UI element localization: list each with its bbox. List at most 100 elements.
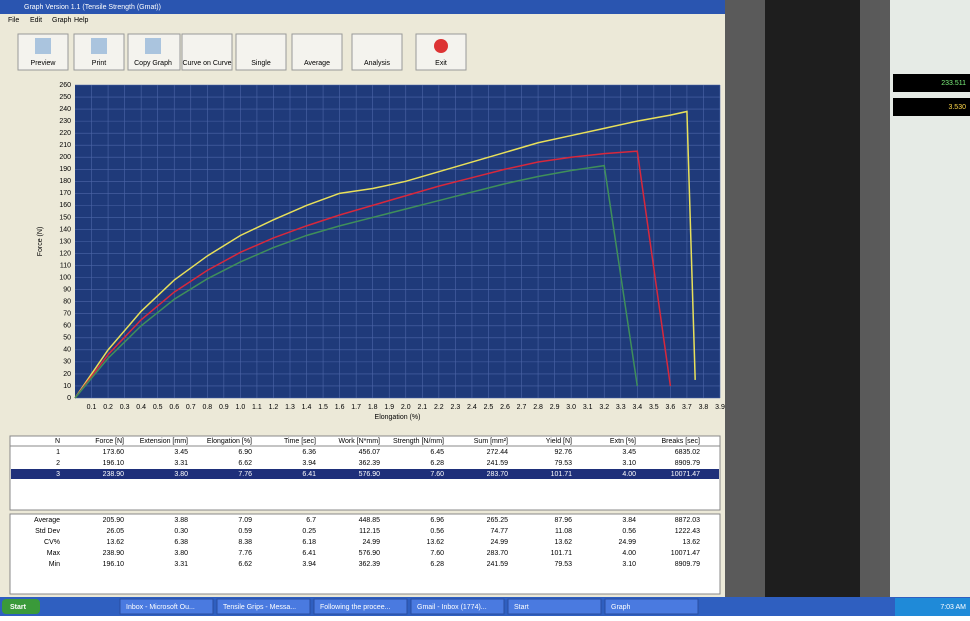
summary-cell: 362.39 bbox=[359, 561, 381, 568]
x-tick-label: 3.5 bbox=[649, 404, 659, 411]
taskbar-item[interactable] bbox=[216, 598, 311, 615]
start-button[interactable] bbox=[2, 599, 40, 614]
summary-cell: 4.00 bbox=[622, 550, 636, 557]
column-header: Yield [N] bbox=[546, 438, 572, 445]
data-line bbox=[74, 150, 672, 399]
column-header: Extension [mm] bbox=[140, 438, 188, 445]
menu-item[interactable]: Edit bbox=[30, 17, 42, 24]
y-tick-label: 20 bbox=[63, 371, 71, 378]
taskbar-item[interactable] bbox=[313, 598, 408, 615]
y-tick-label: 260 bbox=[59, 82, 71, 89]
summary-cell: 196.10 bbox=[103, 561, 125, 568]
y-tick-label: 90 bbox=[63, 286, 71, 293]
summary-cell: 26.05 bbox=[106, 528, 124, 535]
y-tick-label: 130 bbox=[59, 238, 71, 245]
clock: 7:03 AM bbox=[940, 604, 966, 611]
readout-box bbox=[893, 74, 970, 92]
table-cell: 10071.47 bbox=[671, 471, 700, 478]
x-tick-label: 0.5 bbox=[153, 404, 163, 411]
taskbar-item[interactable] bbox=[507, 598, 602, 615]
summary-cell: 3.10 bbox=[622, 561, 636, 568]
table-cell: 576.90 bbox=[359, 471, 381, 478]
summary-cell: Std Dev bbox=[35, 528, 60, 535]
summary-cell: Average bbox=[34, 517, 60, 524]
taskbar-item[interactable] bbox=[604, 598, 699, 615]
table-cell: 4.00 bbox=[622, 471, 636, 478]
x-tick-label: 0.6 bbox=[169, 404, 179, 411]
taskbar-item[interactable] bbox=[410, 598, 505, 615]
exit-icon bbox=[434, 39, 448, 53]
y-tick-label: 240 bbox=[59, 106, 71, 113]
toolbar-label: Copy Graph bbox=[134, 60, 172, 67]
table-cell: 272.44 bbox=[487, 449, 509, 456]
y-tick-label: 110 bbox=[60, 262, 71, 269]
toolbar-label: Exit bbox=[435, 60, 447, 67]
table-cell: 6.45 bbox=[430, 449, 444, 456]
column-header: Time [sec] bbox=[284, 438, 316, 445]
x-tick-label: 1.4 bbox=[302, 404, 312, 411]
button-icon bbox=[35, 38, 51, 54]
toolbar-button[interactable] bbox=[235, 33, 287, 71]
summary-table bbox=[9, 513, 721, 595]
taskbar-item-label: Inbox - Microsoft Ou... bbox=[126, 604, 195, 611]
table-cell: 79.53 bbox=[554, 460, 572, 467]
y-tick-label: 190 bbox=[59, 166, 71, 173]
summary-cell: 6.62 bbox=[238, 561, 252, 568]
y-tick-label: 220 bbox=[59, 130, 71, 137]
menu-item[interactable]: Help bbox=[74, 17, 89, 24]
x-tick-label: 3.2 bbox=[599, 404, 609, 411]
toolbar-button[interactable] bbox=[291, 33, 343, 71]
title-bar bbox=[0, 0, 725, 14]
table-cell: 1 bbox=[56, 449, 60, 456]
table-cell: 3.31 bbox=[174, 460, 188, 467]
y-tick-label: 100 bbox=[59, 274, 71, 281]
column-header: Breaks [sec] bbox=[661, 438, 700, 445]
table-cell: 92.76 bbox=[554, 449, 572, 456]
table-cell: 3.80 bbox=[174, 471, 188, 478]
summary-cell: 6.96 bbox=[430, 517, 444, 524]
y-tick-label: 170 bbox=[59, 190, 71, 197]
summary-cell: 112.15 bbox=[359, 528, 380, 535]
summary-cell: 24.99 bbox=[618, 539, 636, 546]
x-tick-label: 3.7 bbox=[682, 404, 692, 411]
summary-cell: 6.28 bbox=[430, 561, 444, 568]
toolbar-button[interactable] bbox=[351, 33, 403, 71]
x-tick-label: 2.5 bbox=[484, 404, 494, 411]
table-cell: 238.90 bbox=[103, 471, 125, 478]
x-tick-label: 3.9 bbox=[715, 404, 725, 411]
toolbar-label: Preview bbox=[31, 60, 57, 67]
x-tick-label: 2.9 bbox=[550, 404, 560, 411]
summary-cell: 79.53 bbox=[554, 561, 572, 568]
menu-item[interactable]: Graph bbox=[52, 17, 72, 24]
y-tick-label: 0 bbox=[67, 395, 71, 402]
data-line bbox=[74, 164, 639, 399]
summary-cell: 0.56 bbox=[430, 528, 444, 535]
taskbar-item[interactable] bbox=[119, 598, 214, 615]
summary-cell: 7.60 bbox=[430, 550, 444, 557]
summary-cell: 13.62 bbox=[106, 539, 124, 546]
table-cell: 196.10 bbox=[103, 460, 125, 467]
table-cell: 3.45 bbox=[622, 449, 636, 456]
summary-cell: 13.62 bbox=[682, 539, 700, 546]
summary-cell: 205.90 bbox=[103, 517, 125, 524]
table-cell: 283.70 bbox=[487, 471, 509, 478]
toolbar-button[interactable] bbox=[181, 33, 233, 71]
taskbar-item-label: Start bbox=[514, 604, 529, 611]
summary-cell: 6.38 bbox=[174, 539, 188, 546]
toolbar-label: Single bbox=[251, 60, 271, 67]
y-tick-label: 50 bbox=[63, 335, 71, 342]
y-tick-label: 120 bbox=[59, 250, 71, 257]
table-cell: 6.41 bbox=[302, 471, 316, 478]
toolbar-label: Average bbox=[304, 60, 330, 67]
button-icon bbox=[145, 38, 161, 54]
summary-cell: Min bbox=[49, 561, 60, 568]
table-cell: 3.94 bbox=[302, 460, 316, 467]
toolbar-label: Analysis bbox=[364, 60, 391, 67]
x-tick-label: 2.3 bbox=[451, 404, 461, 411]
x-axis-label: Elongation (%) bbox=[375, 414, 421, 421]
menu-item[interactable]: File bbox=[8, 17, 19, 24]
taskbar-item-label: Gmail - Inbox (1774)... bbox=[417, 604, 487, 611]
summary-cell: 241.59 bbox=[487, 561, 509, 568]
y-tick-label: 60 bbox=[63, 323, 71, 330]
x-tick-label: 0.4 bbox=[136, 404, 146, 411]
